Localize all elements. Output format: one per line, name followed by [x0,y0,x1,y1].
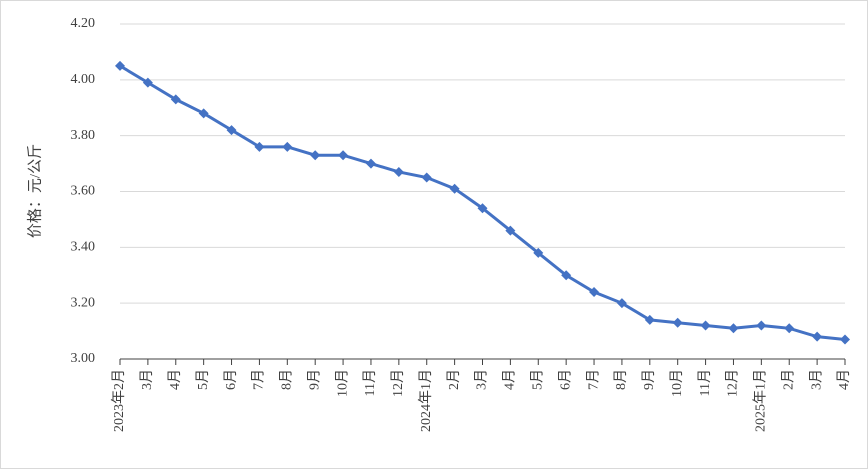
marker [365,158,376,169]
marker [338,150,349,161]
x-tick-label: 8月 [613,369,629,390]
x-tick-label: 4月 [167,369,183,390]
marker [672,317,683,328]
marker [477,203,488,214]
x-tick-label: 2月 [446,369,462,390]
marker [533,247,544,258]
x-tick-label: 8月 [279,369,295,390]
x-tick-label: 6月 [557,369,573,390]
x-tick-label: 4月 [502,369,518,390]
x-tick-label: 5月 [529,369,545,390]
x-tick-label: 6月 [223,369,239,390]
x-tick-label: 4月 [836,369,852,390]
marker [561,270,572,281]
y-axis-label: 价格：元/公斤 [26,144,43,238]
y-tick-label: 3.60 [71,184,96,199]
y-tick-label: 3.80 [71,128,96,143]
x-tick-label: 2025年1月 [753,369,769,432]
x-tick-label: 7月 [585,369,601,390]
x-tick-label: 9月 [306,369,322,390]
marker [115,60,125,71]
marker [449,183,460,194]
x-tick-label: 12月 [725,369,741,397]
marker [589,287,600,297]
x-tick-label: 12月 [390,369,406,397]
marker [644,314,655,325]
x-tick-label: 2024年1月 [418,369,434,432]
x-tick-label: 2023年2月 [111,369,127,432]
x-tick-label: 3月 [808,369,824,390]
y-tick-label: 4.20 [71,16,96,31]
marker [310,150,321,161]
y-tick-label: 3.00 [71,351,96,366]
x-tick-label: 10月 [669,369,685,397]
marker [142,77,153,88]
marker [700,320,711,331]
marker [756,320,767,331]
marker [784,323,795,334]
x-tick-label: 11月 [362,369,378,396]
x-tick-label: 10月 [334,369,350,397]
marker [226,125,237,136]
marker [254,141,265,152]
y-tick-label: 3.20 [71,295,96,310]
x-tick-label: 2月 [780,369,796,390]
marker [616,298,627,309]
y-tick-label: 4.00 [71,72,96,87]
marker [393,166,404,177]
marker [282,141,293,152]
marker [505,225,516,236]
x-tick-label: 9月 [641,369,657,390]
x-tick-label: 5月 [195,369,211,390]
y-tick-label: 3.40 [71,240,96,255]
x-tick-label: 7月 [251,369,267,390]
marker [728,323,739,334]
x-tick-label: 3月 [139,369,155,390]
marker [170,94,181,105]
marker [840,334,850,345]
marker [421,172,432,183]
x-tick-label: 3月 [474,369,490,390]
marker [812,331,823,342]
x-tick-label: 11月 [697,369,713,396]
marker [198,108,209,119]
